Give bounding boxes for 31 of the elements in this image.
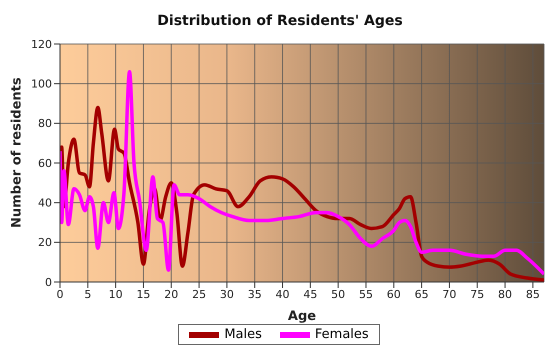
y-tick-label: 0 <box>45 276 52 289</box>
x-tick-label: 40 <box>276 288 290 301</box>
y-tick-label: 40 <box>38 196 52 210</box>
y-tick-label: 20 <box>38 236 52 250</box>
x-axis-title: Age <box>288 309 316 324</box>
y-tick-label: 80 <box>38 117 52 130</box>
x-tick-label: 85 <box>526 288 540 301</box>
x-tick-label: 65 <box>414 288 429 301</box>
x-tick-label: 5 <box>84 288 92 301</box>
y-tick-label: 120 <box>31 38 52 51</box>
y-tick-label: 100 <box>31 78 52 91</box>
x-tick-label: 35 <box>248 288 262 301</box>
legend-label: Females <box>314 327 369 342</box>
x-tick-label: 50 <box>331 288 346 301</box>
x-tick-label: 25 <box>192 288 206 301</box>
x-tick-label: 45 <box>303 288 318 301</box>
chart-title: Distribution of Residents' Ages <box>156 12 404 31</box>
y-axis-title: Number of residents <box>10 77 25 228</box>
x-tick-label: 75 <box>470 288 484 301</box>
x-tick-label: 0 <box>56 288 64 301</box>
x-tick-label: 55 <box>358 288 373 301</box>
legend-label: Males <box>223 327 262 342</box>
x-tick-label: 30 <box>220 288 234 301</box>
x-tick-label: 20 <box>164 288 178 301</box>
x-tick-label: 10 <box>108 288 123 301</box>
line-series <box>60 70 544 276</box>
x-tick-label: 70 <box>442 288 456 301</box>
y-tick-label: 60 <box>38 156 52 170</box>
x-tick-label: 80 <box>498 288 512 301</box>
x-tick-label: 15 <box>136 288 150 301</box>
x-tick-label: 60 <box>386 288 401 301</box>
